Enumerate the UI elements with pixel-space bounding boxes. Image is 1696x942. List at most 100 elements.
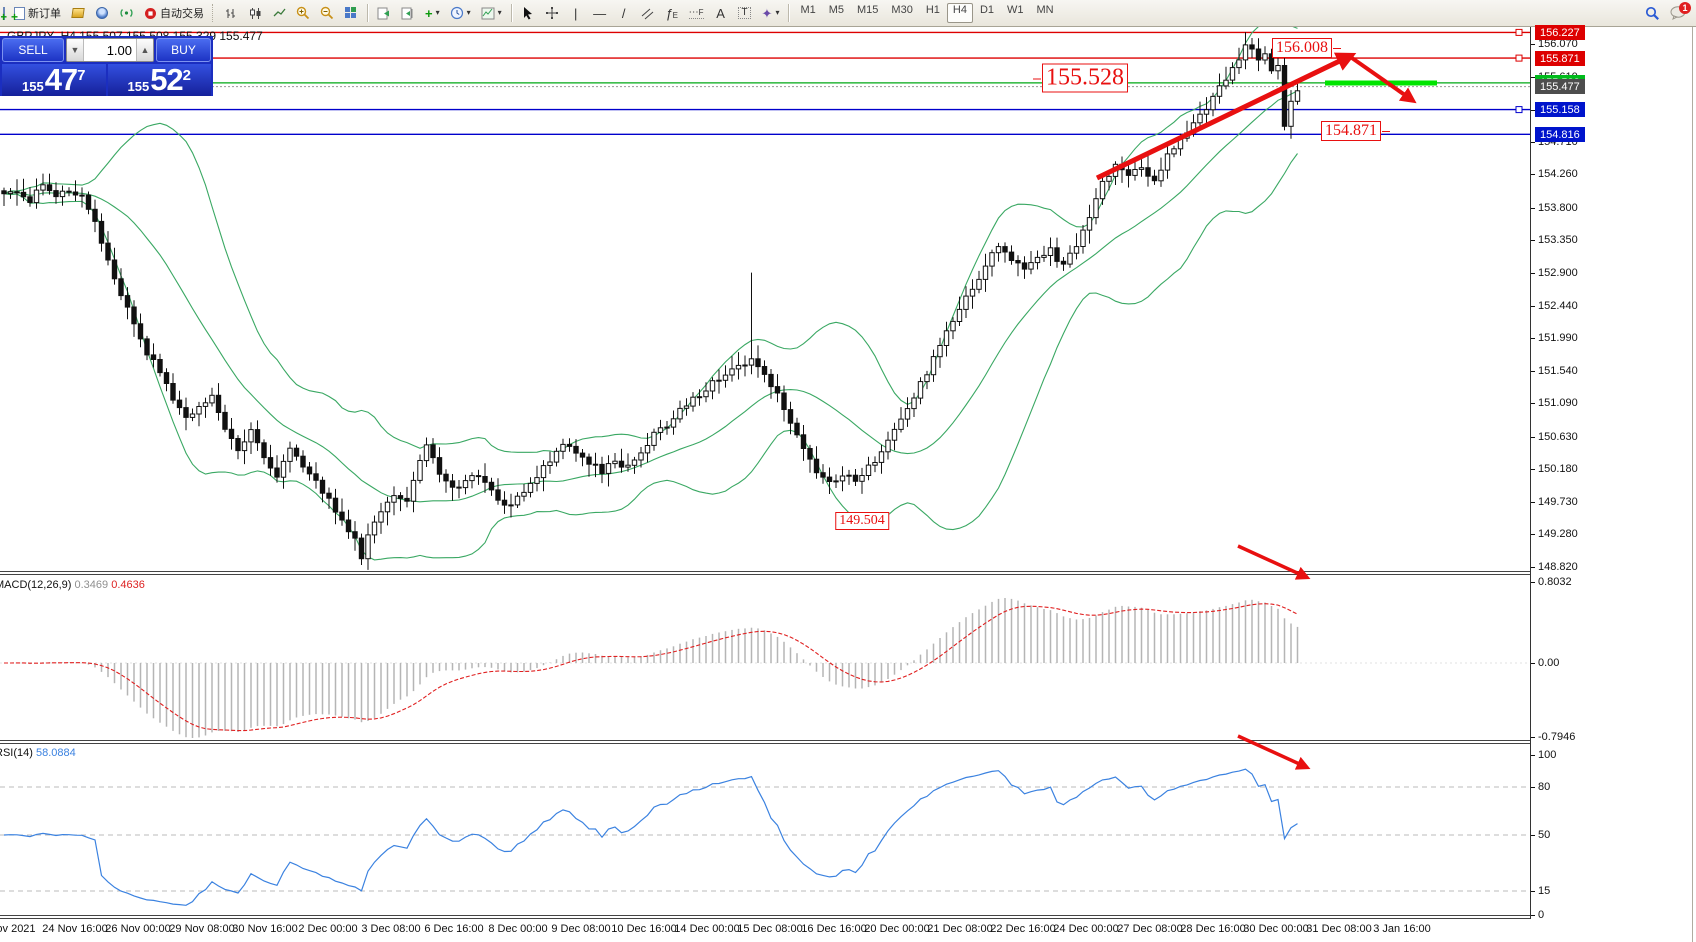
shapes-tool-button[interactable]: ✦ ▾ [758, 2, 784, 24]
price-tick: 150.630 [1531, 430, 1578, 444]
timeframe-button-m15[interactable]: M15 [857, 4, 879, 16]
person-icon [96, 7, 108, 19]
time-tick: 16 Dec 16:00 [801, 923, 867, 935]
signals-button[interactable] [115, 2, 138, 24]
bar-chart-icon [225, 8, 235, 18]
text-tool-button[interactable]: A [710, 2, 732, 24]
search-button[interactable] [1641, 2, 1664, 24]
annotation-anchor-tick [1033, 78, 1041, 79]
label-tool-button[interactable]: T [734, 2, 756, 24]
time-tick: 28 Dec 16:00 [1180, 923, 1246, 935]
market-watch-button[interactable] [67, 2, 89, 24]
macd-label: MACD(12,26,9) 0.3469 0.4636 [0, 579, 145, 591]
signal-icon [120, 9, 133, 17]
pane-divider[interactable] [0, 571, 1530, 575]
template-icon [481, 7, 495, 19]
price-line-badge: 155.477 [1535, 79, 1585, 94]
toolbar-separator [788, 4, 790, 22]
auto-scroll-button[interactable] [373, 2, 395, 24]
volume-decrease-button[interactable]: ▼ [67, 39, 84, 61]
notifications-button[interactable]: 1 [1666, 2, 1691, 24]
time-tick: 15 Dec 08:00 [737, 923, 803, 935]
periods-button[interactable]: ▾ [446, 2, 475, 24]
price-annotation-label[interactable]: 156.008 [1272, 38, 1341, 58]
main-price-chart[interactable] [0, 27, 1530, 571]
price-tick: 153.800 [1531, 201, 1578, 215]
candle-chart-icon [249, 7, 260, 19]
autotrading-icon [145, 7, 156, 19]
timeframe-button-mn[interactable]: MN [1036, 4, 1054, 16]
chevron-down-icon: ▾ [435, 8, 440, 17]
vertical-line-tool-button[interactable]: | [565, 2, 587, 24]
rsi-scale-tick: 100 [1531, 748, 1556, 762]
fibonacci-icon: ƒE [665, 5, 678, 21]
buy-button[interactable]: BUY [156, 38, 211, 62]
price-tick: 154.260 [1531, 167, 1578, 181]
timeframe-button-h1[interactable]: H1 [925, 4, 940, 16]
price-annotation-label[interactable]: 154.871 [1321, 121, 1390, 141]
crosshair-tool-button[interactable] [541, 2, 563, 24]
profile-button[interactable] [91, 2, 113, 24]
time-tick: 26 Nov 00:00 [105, 923, 171, 935]
one-click-trading-panel: SELL ▼ 1.00 ▲ BUY 155 47 7 155 52 2 [0, 36, 213, 96]
price-tick: 149.730 [1531, 495, 1578, 509]
bid-price[interactable]: 155 47 7 [2, 64, 106, 96]
zoom-out-icon [320, 6, 334, 20]
time-tick: Nov 2021 [0, 923, 36, 935]
price-annotation-label[interactable]: 155.528 [1033, 63, 1128, 93]
autotrading-button[interactable]: 自动交易 [140, 2, 208, 24]
new-order-button[interactable]: 新订单 [10, 2, 65, 24]
tile-windows-icon [345, 7, 357, 19]
chevron-down-icon: ▾ [775, 8, 780, 17]
sell-button[interactable]: SELL [2, 38, 64, 62]
line-chart-icon [273, 8, 286, 16]
bar-chart-button[interactable] [220, 2, 242, 24]
timeframe-button-m1[interactable]: M1 [800, 4, 816, 16]
horizontal-line-tool-button[interactable]: — [589, 2, 611, 24]
candle-chart-button[interactable] [244, 2, 266, 24]
price-axis[interactable]: 156.070155.610155.150154.710154.260153.8… [1531, 0, 1696, 942]
zoom-out-button[interactable] [316, 2, 338, 24]
clipped-toolbar-icon[interactable] [0, 2, 8, 24]
templates-button[interactable]: ▾ [477, 2, 506, 24]
clock-icon [450, 6, 463, 20]
zoom-in-button[interactable] [292, 2, 314, 24]
toolbar-grip [212, 4, 216, 22]
grid-tool-button[interactable]: ⋯F [685, 2, 708, 24]
trendline-tool-button[interactable]: / [613, 2, 635, 24]
price-tick: 151.540 [1531, 364, 1578, 378]
ask-price[interactable]: 155 52 2 [107, 64, 211, 96]
rsi-indicator-pane[interactable] [0, 744, 1530, 915]
pane-divider[interactable] [0, 740, 1530, 744]
time-tick: 24 Nov 16:00 [42, 923, 108, 935]
timeframe-group: M1 M5 M15 M30 H1 H4 D1 W1 MN [794, 3, 1059, 23]
chart-shift-button[interactable] [397, 2, 419, 24]
indicators-button[interactable]: + ▾ [421, 2, 444, 24]
rsi-label: RSI(14) 58.0884 [0, 747, 76, 759]
fibonacci-tool-button[interactable]: ƒE [661, 2, 683, 24]
volume-increase-button[interactable]: ▲ [136, 39, 153, 61]
price-tick: 150.180 [1531, 462, 1578, 476]
cursor-tool-button[interactable] [517, 2, 539, 24]
price-annotation-label[interactable]: 149.504 [835, 512, 889, 530]
timeframe-button-h4[interactable]: H4 [946, 3, 973, 23]
timeframe-button-m5[interactable]: M5 [828, 4, 845, 16]
window-right-edge [1692, 27, 1693, 942]
tile-windows-button[interactable] [340, 2, 362, 24]
timeframe-button-m30[interactable]: M30 [891, 4, 913, 16]
time-tick: 30 Nov 16:00 [232, 923, 298, 935]
annotation-anchor-tick [1382, 131, 1390, 132]
timeframe-button-w1[interactable]: W1 [1007, 4, 1024, 16]
volume-spinner: ▼ 1.00 ▲ [66, 38, 154, 62]
chevron-down-icon: ▾ [497, 8, 502, 17]
macd-indicator-pane[interactable] [0, 576, 1530, 740]
volume-input[interactable]: 1.00 [106, 42, 132, 58]
new-order-icon [11, 6, 25, 24]
line-chart-button[interactable] [268, 2, 290, 24]
text-icon: A [716, 5, 725, 21]
crosshair-icon [545, 7, 558, 19]
channel-tool-button[interactable] [637, 2, 659, 24]
timeframe-button-d1[interactable]: D1 [979, 4, 995, 16]
